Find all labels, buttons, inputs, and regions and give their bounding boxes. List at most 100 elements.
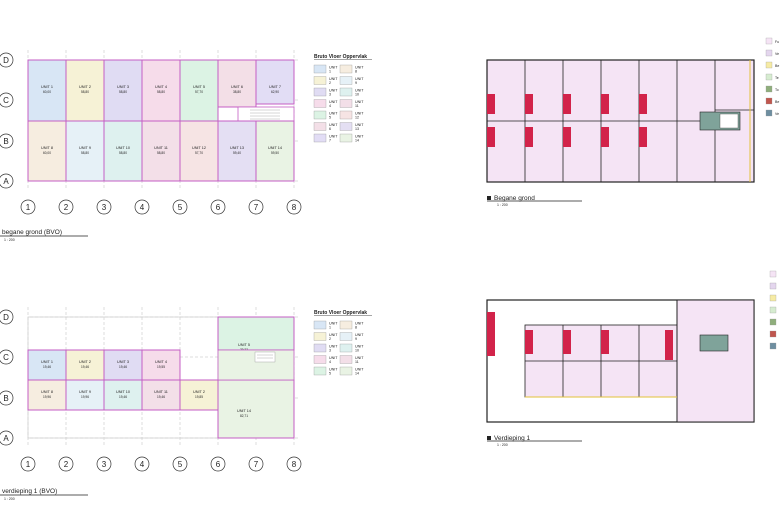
plan-title: verdieping 1 (BVO) (2, 488, 57, 495)
unit-1-ground: UNIT 1 60,00 (27, 59, 67, 122)
legend-number: 8 (355, 70, 357, 74)
legend-functions-upper (769, 270, 777, 350)
stair-core-ground-bvo (237, 106, 295, 122)
legend-number: 14 (355, 139, 359, 143)
column-marker-label: 8 (292, 460, 297, 469)
unit-label: UNIT 2 (79, 360, 91, 364)
row-marker-label: B (3, 137, 8, 146)
legend-swatch (313, 133, 327, 143)
legend-number: 12 (355, 116, 359, 120)
legend-swatch (313, 366, 327, 376)
legend-number: 7 (329, 139, 331, 143)
legend-swatch (313, 122, 327, 131)
row-marker-label: A (3, 177, 9, 186)
sanitary-core (487, 312, 495, 356)
plan-scale: 1 : 200 (4, 238, 15, 242)
unit-area: 19,46 (119, 365, 127, 369)
unit-2-ground: UNIT 2 58,80 (65, 59, 105, 122)
column-marker-label: 1 (26, 203, 31, 212)
unit-label: UNIT 5 (193, 85, 205, 89)
unit-area: 19,46 (119, 395, 127, 399)
column-marker-label: 8 (292, 203, 297, 212)
unit-area: 19,46 (81, 365, 89, 369)
unit-area: 58,80 (157, 90, 165, 94)
legend-swatch (313, 76, 327, 85)
unit-label: UNIT 12 (192, 146, 206, 150)
legend-swatch (339, 355, 353, 364)
column-markers-plan1: 1 2 3 4 5 6 7 8 (20, 199, 302, 215)
plan-verdieping-1-layout: Verdieping 1 1 : 200 (486, 299, 755, 447)
unit-label: UNIT 10 (116, 390, 130, 394)
legend-number: 1 (329, 326, 331, 330)
row-marker-label: D (3, 313, 9, 322)
unit-8-upper: UNIT 8 19,96 (27, 379, 67, 411)
plan-title: begane grond (BVO) (2, 229, 62, 236)
legend-label: UNIT (355, 66, 364, 70)
sanitary-core (601, 94, 609, 114)
unit-11-upper: UNIT 11 19,46 (141, 379, 181, 411)
legend-label: UNIT (329, 100, 338, 104)
unit-11-ground: UNIT 11 58,80 (141, 120, 181, 182)
unit-2b-upper: UNIT 2 19,85 (179, 379, 219, 411)
plan-begane-grond-bvo: UNIT 1 60,00 UNIT 2 58,80 UNIT 3 58,80 U… (0, 50, 302, 242)
plan-verdieping-1-bvo: UNIT 1 19,46 UNIT 2 19,46 UNIT 3 19,46 U… (0, 307, 302, 501)
unit-6-ground: UNIT 6 38,80 (217, 59, 257, 108)
legend-number: 3 (329, 93, 331, 97)
unit-9-upper: UNIT 9 19,96 (65, 379, 105, 411)
legend-label: UNIT (329, 66, 338, 70)
legend-swatch (339, 110, 353, 120)
row-markers-plan1: D C B A (0, 52, 14, 189)
sanitary-core (525, 94, 533, 114)
sanitary-core (525, 127, 533, 147)
column-marker-label: 5 (178, 460, 183, 469)
legend-label: UNIT (329, 368, 338, 372)
legend-item: Fu (775, 40, 779, 44)
legend-number: 10 (355, 93, 359, 97)
row-marker-label: A (3, 434, 9, 443)
row-marker-label: C (3, 96, 9, 105)
legend-bvo-upper: Bruto Vloer Oppervlak UNIT1UNIT2UNIT3UNI… (313, 310, 372, 376)
unit-5-upper-large: UNIT 5 79,33 (217, 316, 295, 352)
unit-label: UNIT 14 (237, 409, 251, 413)
column-marker-label: 2 (64, 203, 69, 212)
unit-label: UNIT 4 (155, 360, 167, 364)
stair-core (699, 334, 729, 352)
legend-number: 6 (329, 127, 331, 131)
legend-item: Te (775, 76, 779, 80)
legend-number: 5 (329, 372, 331, 376)
legend-swatch (339, 87, 353, 97)
unit-label: UNIT 10 (116, 146, 130, 150)
legend-label: UNIT (355, 345, 364, 349)
legend-label: UNIT (329, 123, 338, 127)
unit-area: 57,70 (195, 151, 203, 155)
legend-number: 1 (329, 70, 331, 74)
legend-number: 2 (329, 337, 331, 341)
legend-swatch (313, 343, 327, 353)
unit-label: UNIT 1 (41, 360, 53, 364)
legend-number: 8 (355, 326, 357, 330)
legend-label: UNIT (355, 356, 364, 360)
unit-10-upper: UNIT 10 19,46 (103, 379, 143, 411)
legend-swatch (339, 99, 353, 108)
legend-label: UNIT (355, 100, 364, 104)
legend-swatch (339, 122, 353, 131)
unit-area: 19,55 (157, 365, 165, 369)
unit-label: UNIT 1 (41, 85, 53, 89)
legend-swatch (313, 87, 327, 97)
legend-label: UNIT (329, 356, 338, 360)
unit-area: 58,80 (81, 151, 89, 155)
legend-swatch (313, 99, 327, 108)
legend-label: UNIT (329, 345, 338, 349)
column-marker-label: 3 (102, 460, 107, 469)
unit-14-ground: UNIT 14 59,50 (255, 120, 295, 182)
unit-area: 58,80 (119, 90, 127, 94)
unit-label: UNIT 8 (41, 390, 53, 394)
column-marker-label: 7 (254, 203, 259, 212)
column-marker-label: 3 (102, 203, 107, 212)
column-marker-label: 6 (216, 203, 221, 212)
unit-area: 19,46 (157, 395, 165, 399)
legend-swatch (313, 64, 327, 74)
column-marker-label: 4 (140, 460, 145, 469)
unit-label: UNIT 11 (154, 146, 168, 150)
